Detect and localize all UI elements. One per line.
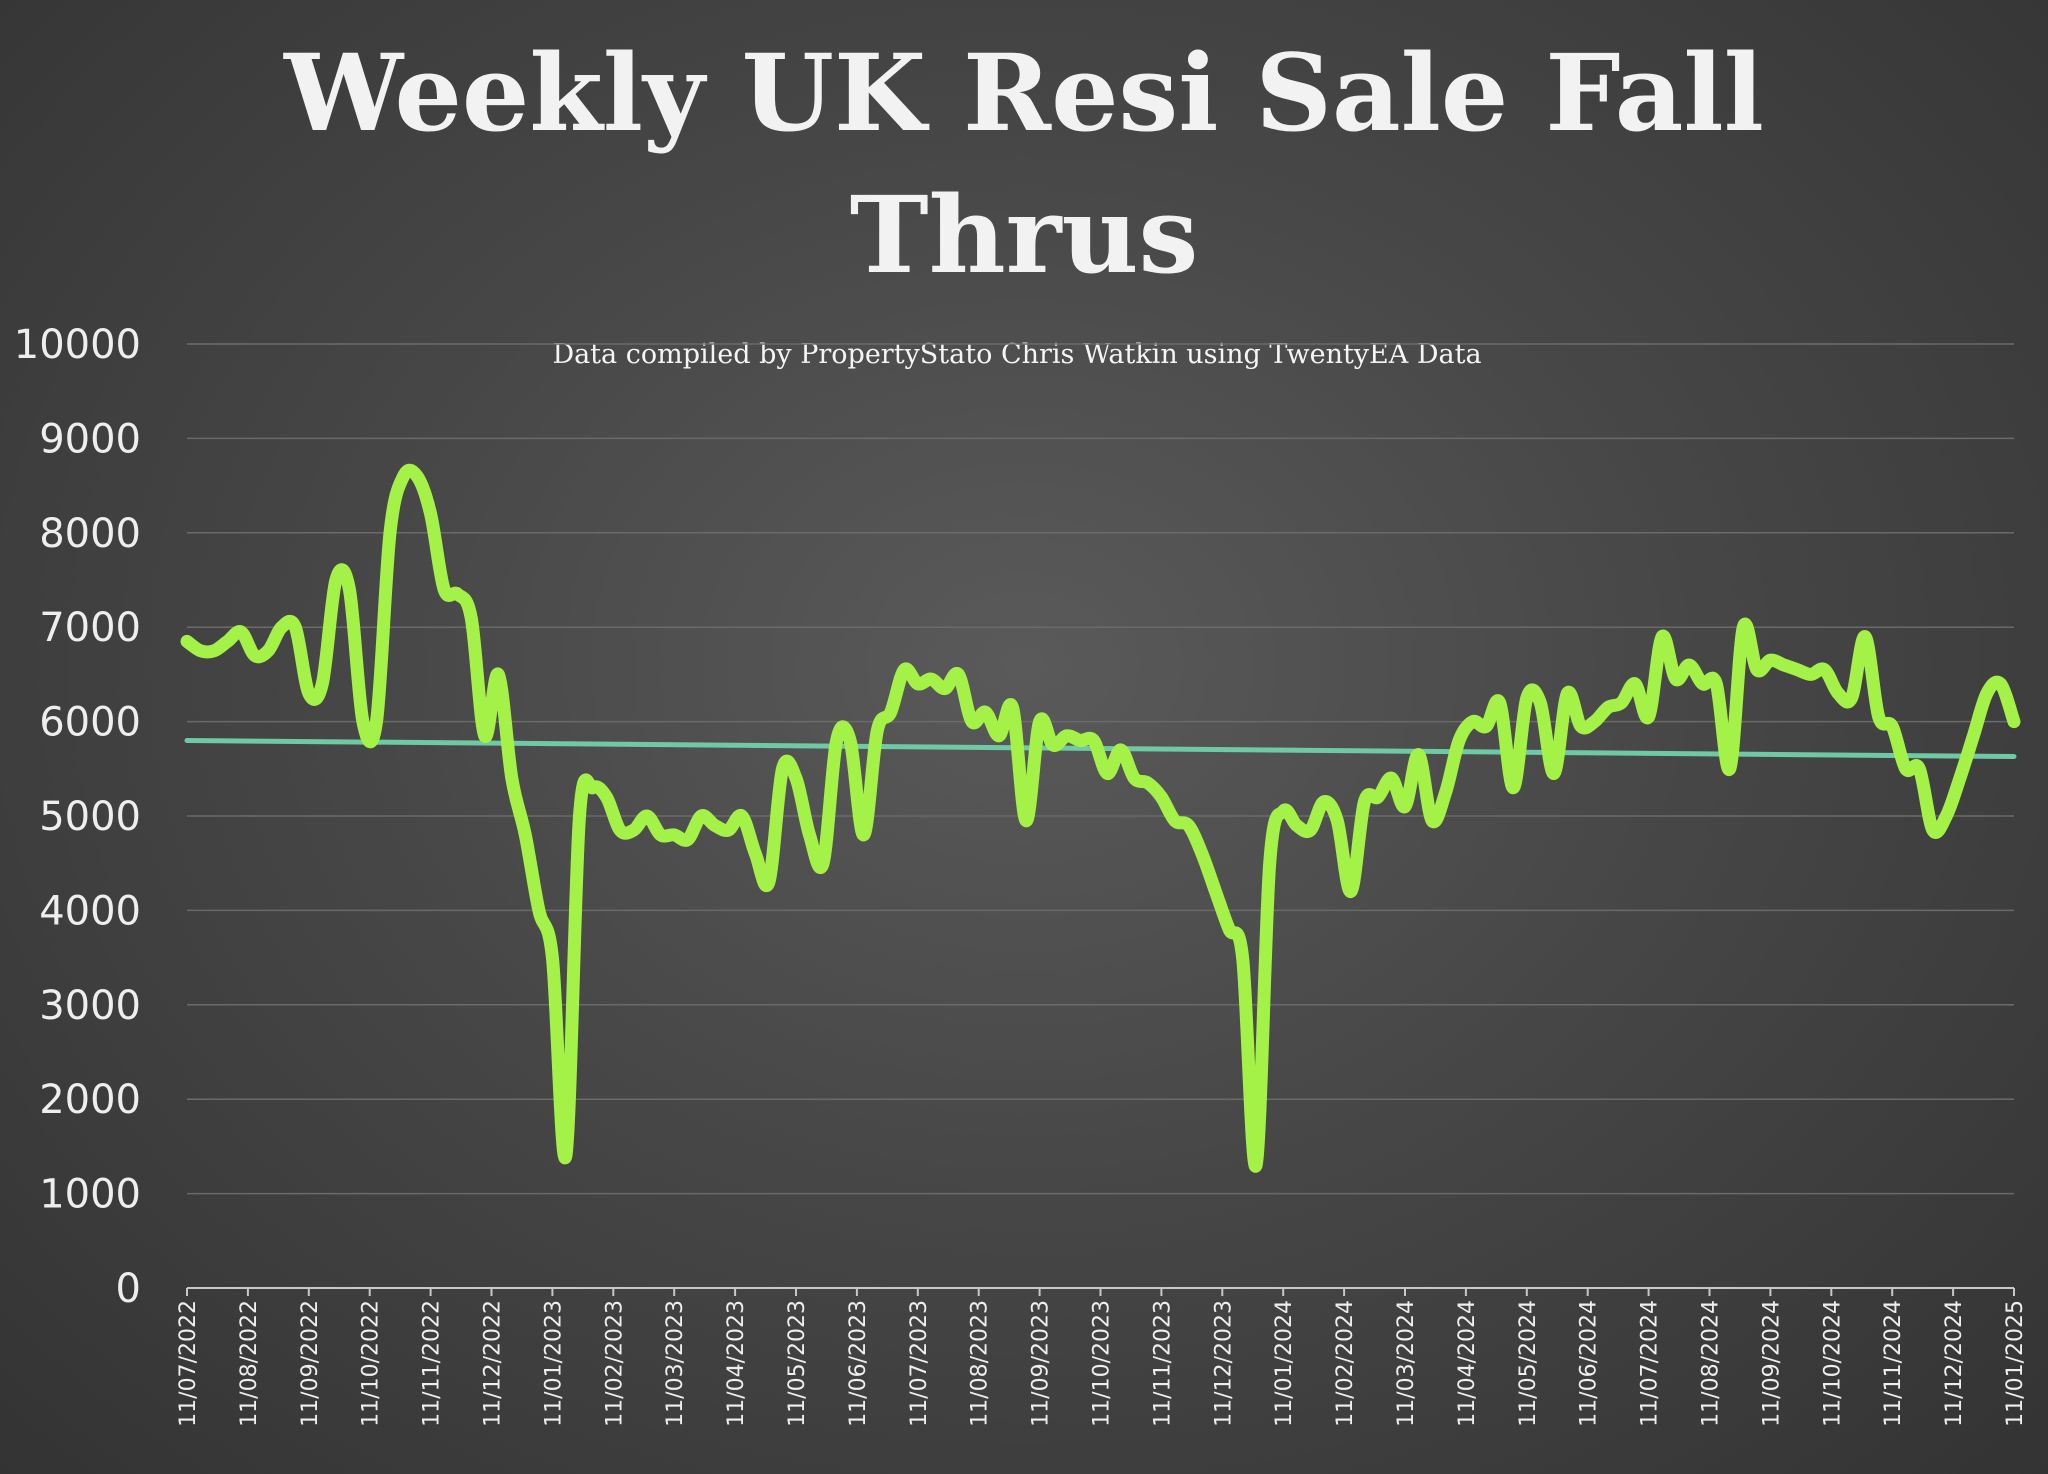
chart-title-line-2: Thrus: [850, 172, 1199, 297]
x-tick-label: 11/11/2022: [420, 1300, 445, 1427]
x-tick-label: 11/01/2025: [2003, 1300, 2028, 1427]
x-tick-label: 11/07/2024: [1638, 1300, 1663, 1427]
x-tick-label: 11/08/2022: [237, 1300, 262, 1427]
x-tick-label: 11/12/2022: [481, 1300, 506, 1427]
x-tick-label: 11/04/2024: [1455, 1300, 1480, 1427]
x-tick-label: 11/09/2024: [1759, 1300, 1784, 1427]
gridlines: [187, 343, 2014, 1289]
y-tick-label: 9000: [39, 416, 141, 462]
y-tick-label: 3000: [39, 983, 141, 1029]
y-tick-label: 0: [116, 1266, 141, 1312]
chart-title-line-1: Weekly UK Resi Sale Fall: [283, 30, 1764, 155]
x-tick-label: 11/11/2023: [1150, 1300, 1175, 1427]
y-tick-label: 2000: [39, 1077, 141, 1123]
x-tick-label: 11/07/2023: [907, 1300, 932, 1427]
x-tick-label: 11/03/2024: [1394, 1300, 1419, 1427]
y-tick-label: 4000: [39, 888, 141, 934]
x-tick-label: 11/02/2024: [1333, 1300, 1358, 1427]
y-tick-label: 7000: [39, 605, 141, 651]
x-tick-label: 11/08/2024: [1699, 1300, 1724, 1427]
y-tick-label: 8000: [39, 511, 141, 557]
series-line-0: [180, 463, 2021, 1173]
x-tick-label: 11/03/2023: [663, 1300, 688, 1427]
x-tick-label: 11/05/2024: [1516, 1300, 1541, 1427]
x-tick-label: 11/02/2023: [602, 1300, 627, 1427]
x-tick-label: 11/10/2024: [1820, 1300, 1845, 1427]
x-tick-label: 11/09/2022: [298, 1300, 323, 1427]
x-tick-label: 11/01/2023: [541, 1300, 566, 1427]
x-tick-label: 11/06/2023: [846, 1300, 871, 1427]
series-layer: [180, 463, 2021, 1173]
x-tick-label: 11/10/2022: [359, 1300, 384, 1427]
x-tick-label: 11/12/2023: [1211, 1300, 1236, 1427]
x-tick-label: 11/01/2024: [1272, 1300, 1297, 1427]
x-tick-label: 11/04/2023: [724, 1300, 749, 1427]
x-tick-label: 11/08/2023: [968, 1300, 993, 1427]
x-tick-label: 11/12/2024: [1942, 1300, 1967, 1427]
x-tick-label: 11/09/2023: [1029, 1300, 1054, 1427]
y-tick-label: 1000: [39, 1172, 141, 1218]
y-tick-label: 5000: [39, 794, 141, 840]
y-axis: 0 1000 2000 3000 4000 5000 6000 7000 8000 9000 100…: [14, 322, 141, 1312]
x-tick-label: 11/07/2022: [176, 1300, 201, 1427]
x-axis: 11/07/2022 11/08/2022 11/09/2022 11/10/2022…: [176, 1288, 2028, 1427]
y-tick-label: 6000: [39, 700, 141, 746]
x-tick-label: 11/11/2024: [1881, 1300, 1906, 1427]
x-tick-label: 11/05/2023: [785, 1300, 810, 1427]
y-tick-label: 10000: [14, 322, 141, 368]
x-tick-label: 11/06/2024: [1577, 1300, 1602, 1427]
x-tick-label: 11/10/2023: [1090, 1300, 1115, 1427]
